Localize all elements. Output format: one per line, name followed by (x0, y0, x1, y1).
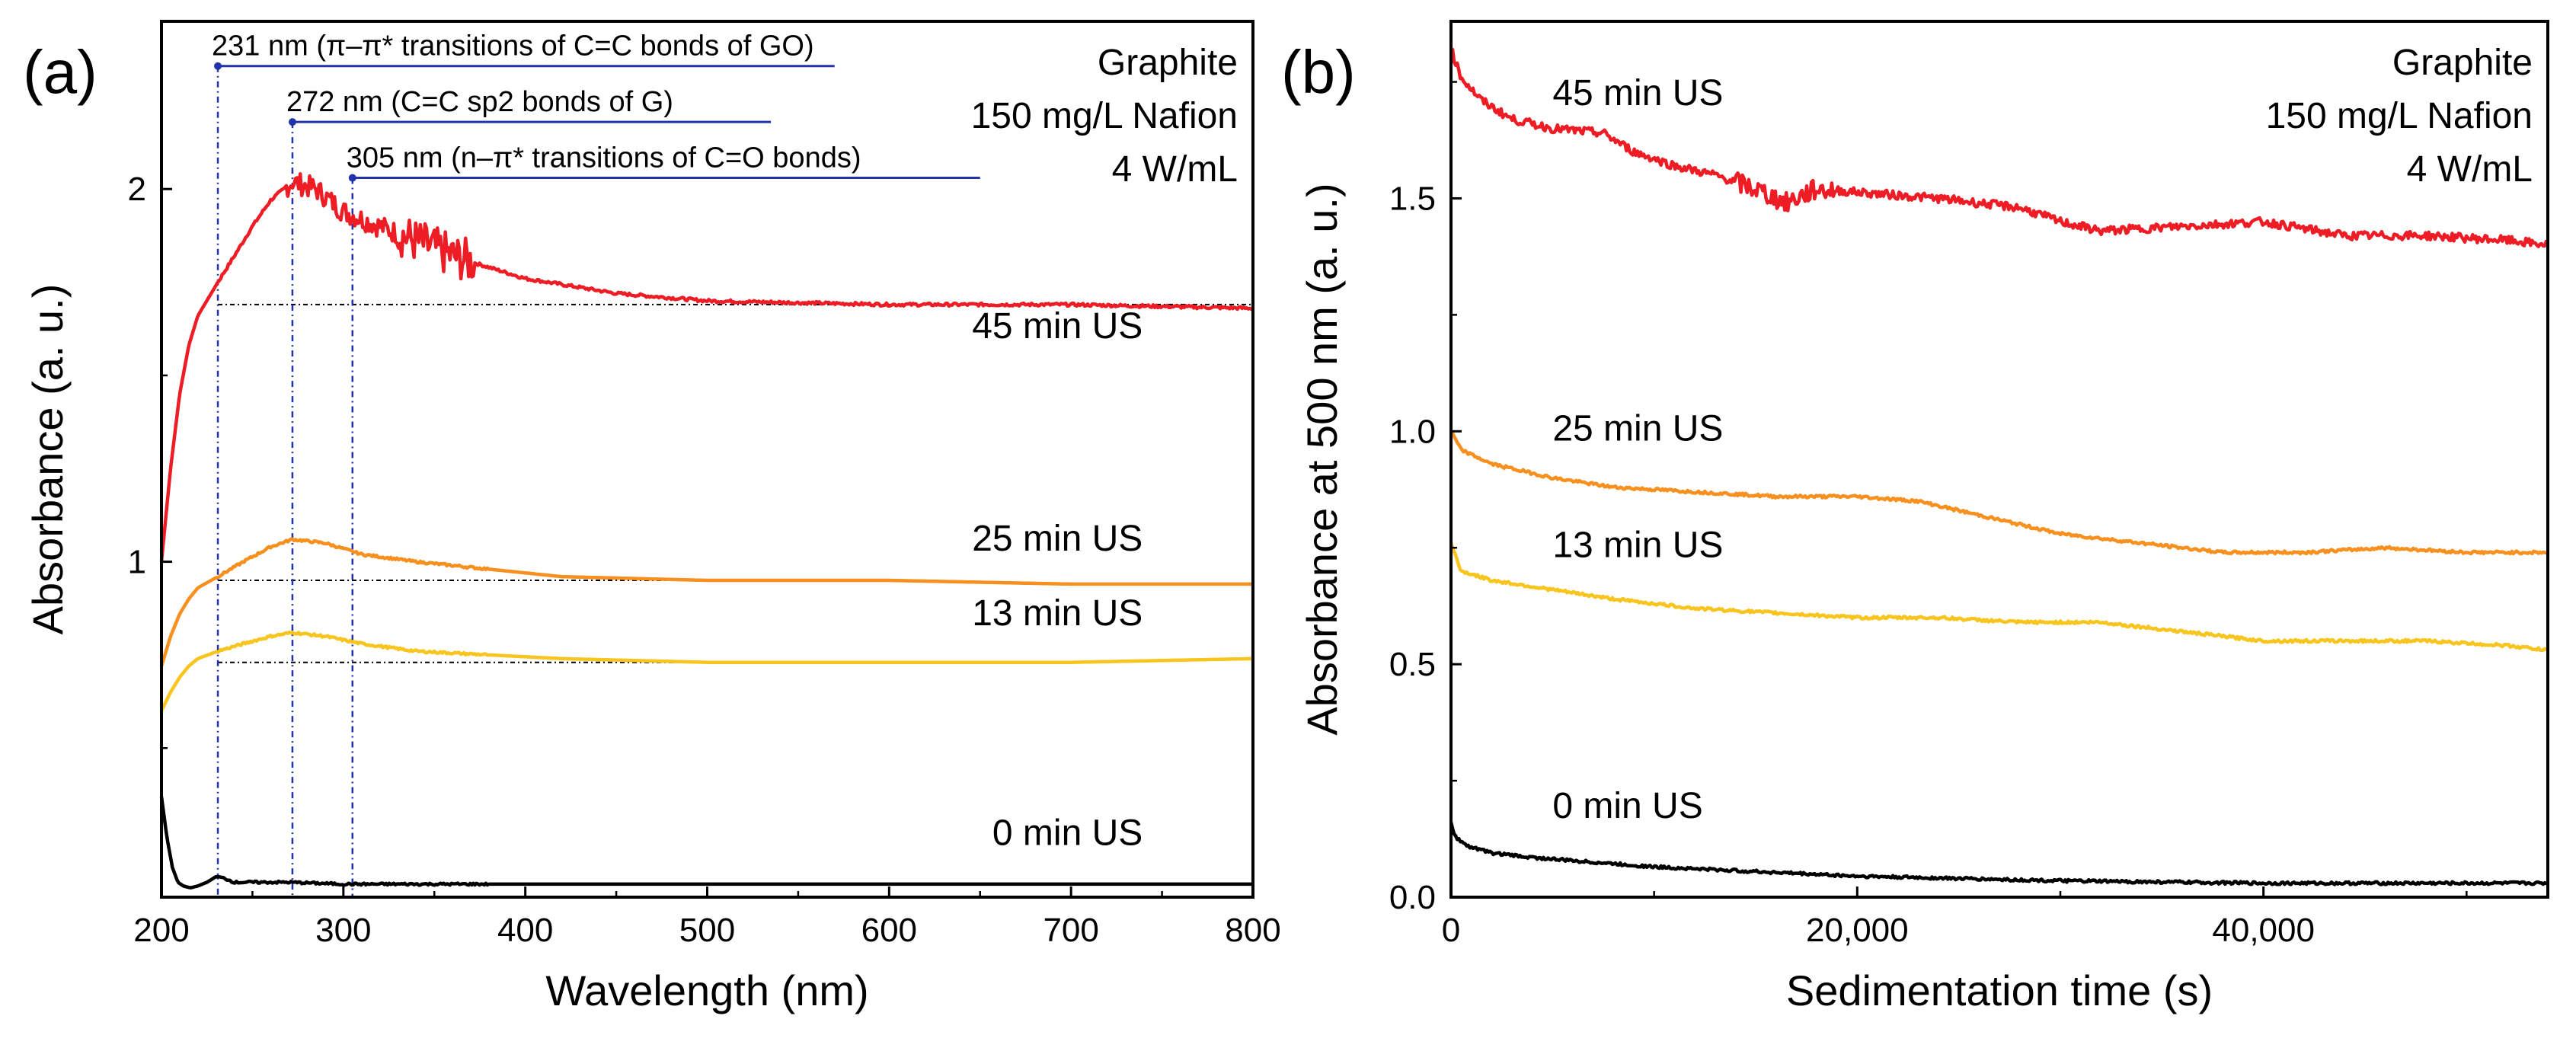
plot-frame (1449, 20, 2549, 899)
info-line: 4 W/mL (1112, 149, 1238, 190)
info-line: 150 mg/L Nafion (2266, 96, 2533, 136)
series-line-25-min-us (1449, 430, 2549, 556)
panel-a: 231 nm (π–π* transitions of C=C bonds of… (23, 20, 1281, 1014)
series-line-45-min-us (1449, 47, 2550, 248)
series-line-13-min-us (159, 630, 1254, 712)
x-tick-label: 500 (679, 912, 735, 949)
y-tick-label: 0.5 (1389, 646, 1436, 683)
series-line-45-min-us (159, 172, 1254, 562)
info-line: Graphite (2392, 43, 2533, 83)
y-tick-label: 2 (128, 171, 146, 208)
series-line-25-min-us (159, 537, 1254, 667)
series-label-13-min-us: 13 min US (972, 593, 1143, 634)
panel-label: (a) (23, 38, 97, 106)
reference-label-272: 272 nm (C=C sp2 bonds of G) (286, 86, 673, 118)
panel-label: (b) (1281, 38, 1356, 106)
reference-dot-305 (348, 174, 356, 182)
x-axis-title: Sedimentation time (s) (1786, 966, 2213, 1014)
x-tick-label: 600 (861, 912, 917, 949)
x-tick-label: 20,000 (1806, 912, 1909, 949)
info-line: 150 mg/L Nafion (971, 96, 1238, 136)
y-axis-title: Absorbance (a. u.) (24, 284, 72, 635)
series-label-25-min-us: 25 min US (972, 519, 1143, 559)
reference-label-305: 305 nm (n–π* transitions of C=O bonds) (347, 142, 861, 174)
panel-b: 0 20,000 40,000 0.0 0.5 1.0 1.5 Sedimentation t… (1281, 20, 2550, 1014)
x-tick-label: 40,000 (2212, 912, 2315, 949)
y-tick-label: 1 (128, 544, 146, 581)
series-label-0-min-us: 0 min US (992, 813, 1143, 853)
x-tick-label: 200 (133, 912, 189, 949)
x-axis-title: Wavelength (nm) (545, 966, 868, 1014)
series-line-13-min-us (1449, 541, 2549, 653)
x-tick-label: 700 (1043, 912, 1098, 949)
y-tick-label: 1.0 (1389, 413, 1436, 450)
series-line-0-min-us (159, 796, 1254, 890)
series-label-0-min-us: 0 min US (1552, 786, 1702, 826)
info-line: 4 W/mL (2407, 149, 2533, 190)
y-axis-title: Absorbance at 500 nm (a. u.) (1298, 183, 1346, 735)
series-label-45-min-us: 45 min US (972, 306, 1143, 347)
reference-dot-231 (214, 62, 222, 70)
x-tick-label: 400 (497, 912, 553, 949)
info-line: Graphite (1098, 43, 1238, 83)
reference-dot-272 (288, 118, 296, 126)
series-line-0-min-us (1449, 822, 2549, 886)
series-label-25-min-us: 25 min US (1552, 409, 1723, 449)
x-tick-label: 300 (315, 912, 371, 949)
y-tick-label: 1.5 (1389, 180, 1436, 217)
reference-label-231: 231 nm (π–π* transitions of C=C bonds of… (212, 30, 814, 62)
x-tick-label: 800 (1225, 912, 1280, 949)
y-tick-label: 0.0 (1389, 879, 1436, 916)
series-label-45-min-us: 45 min US (1552, 73, 1723, 113)
series-label-13-min-us: 13 min US (1552, 525, 1723, 565)
x-tick-label: 0 (1442, 912, 1460, 949)
